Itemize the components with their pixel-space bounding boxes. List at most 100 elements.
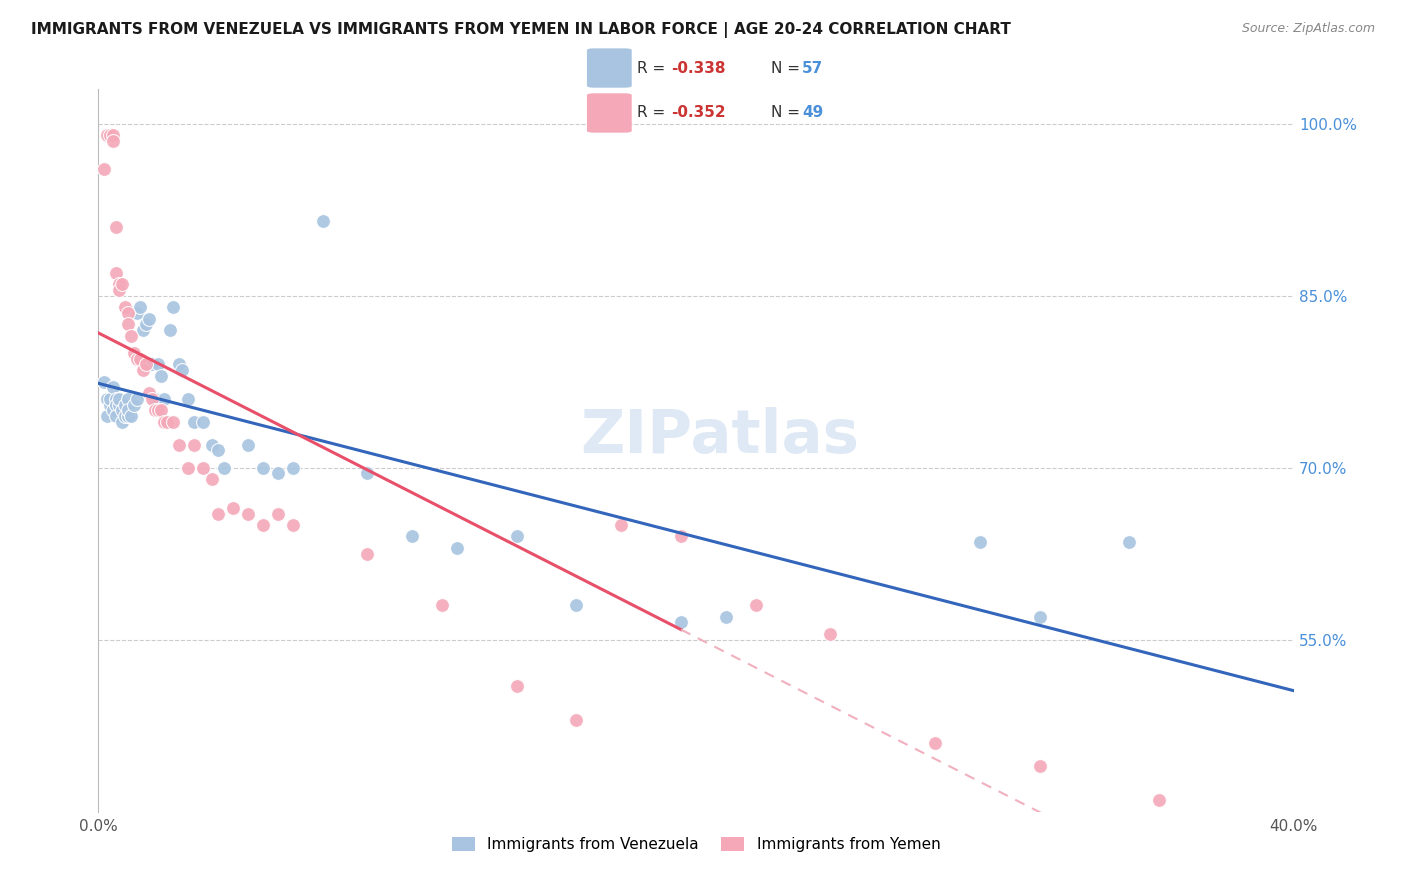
Text: 57: 57 bbox=[803, 61, 824, 76]
Point bbox=[117, 318, 139, 332]
Point bbox=[924, 736, 946, 750]
Point bbox=[1147, 793, 1170, 807]
Point bbox=[138, 386, 160, 401]
Point bbox=[565, 599, 588, 613]
Point bbox=[108, 277, 131, 292]
Point bbox=[311, 214, 333, 228]
Point bbox=[212, 460, 235, 475]
Point bbox=[111, 403, 134, 417]
Text: R =: R = bbox=[637, 61, 671, 76]
Point bbox=[172, 363, 194, 377]
Point bbox=[127, 351, 149, 366]
Point bbox=[252, 518, 274, 533]
Point bbox=[117, 392, 139, 406]
Text: N =: N = bbox=[772, 61, 806, 76]
Point bbox=[207, 507, 229, 521]
FancyBboxPatch shape bbox=[586, 48, 631, 87]
Point bbox=[167, 358, 190, 372]
Point bbox=[610, 518, 633, 533]
Point bbox=[143, 403, 166, 417]
Point bbox=[356, 467, 378, 481]
Point bbox=[129, 351, 152, 366]
Point bbox=[191, 415, 214, 429]
Point bbox=[135, 358, 157, 372]
Point bbox=[281, 518, 304, 533]
Point bbox=[129, 300, 152, 314]
Point bbox=[114, 398, 136, 412]
Point bbox=[267, 507, 290, 521]
Point bbox=[969, 535, 991, 549]
Point bbox=[111, 277, 134, 292]
Point bbox=[222, 500, 245, 515]
Text: ZIPatlas: ZIPatlas bbox=[581, 407, 859, 466]
Point bbox=[103, 128, 125, 142]
Point bbox=[565, 713, 588, 727]
Point bbox=[201, 438, 224, 452]
Legend: Immigrants from Venezuela, Immigrants from Yemen: Immigrants from Venezuela, Immigrants fr… bbox=[446, 830, 946, 858]
Point bbox=[745, 599, 768, 613]
Point bbox=[430, 599, 453, 613]
Point bbox=[820, 627, 842, 641]
Point bbox=[401, 529, 423, 543]
Point bbox=[236, 438, 259, 452]
Point bbox=[162, 300, 184, 314]
Point bbox=[108, 398, 131, 412]
Point bbox=[93, 162, 115, 177]
Point bbox=[120, 409, 142, 423]
Point bbox=[105, 392, 128, 406]
Point bbox=[252, 460, 274, 475]
Point bbox=[108, 392, 131, 406]
Point bbox=[162, 415, 184, 429]
Point bbox=[120, 328, 142, 343]
Text: IMMIGRANTS FROM VENEZUELA VS IMMIGRANTS FROM YEMEN IN LABOR FORCE | AGE 20-24 CO: IMMIGRANTS FROM VENEZUELA VS IMMIGRANTS … bbox=[31, 22, 1011, 38]
Point bbox=[103, 134, 125, 148]
Text: N =: N = bbox=[772, 104, 806, 120]
Point bbox=[153, 415, 176, 429]
Point bbox=[105, 266, 128, 280]
Point bbox=[98, 398, 122, 412]
Point bbox=[156, 415, 179, 429]
Point bbox=[103, 380, 125, 394]
Point bbox=[183, 438, 205, 452]
Point bbox=[150, 403, 173, 417]
Point bbox=[117, 306, 139, 320]
Point bbox=[356, 547, 378, 561]
Text: -0.352: -0.352 bbox=[671, 104, 725, 120]
Point bbox=[177, 392, 200, 406]
Point bbox=[117, 403, 139, 417]
Point bbox=[143, 392, 166, 406]
Text: -0.338: -0.338 bbox=[671, 61, 725, 76]
Point bbox=[669, 615, 692, 630]
Point bbox=[714, 609, 737, 624]
Point bbox=[281, 460, 304, 475]
Point bbox=[150, 368, 173, 383]
Point bbox=[167, 438, 190, 452]
Point bbox=[236, 507, 259, 521]
Point bbox=[124, 346, 146, 360]
Point bbox=[127, 392, 149, 406]
Point bbox=[207, 443, 229, 458]
Point bbox=[148, 358, 170, 372]
Point bbox=[135, 318, 157, 332]
Point bbox=[98, 392, 122, 406]
Text: R =: R = bbox=[637, 104, 671, 120]
Point bbox=[1118, 535, 1140, 549]
Point bbox=[108, 283, 131, 297]
Point bbox=[506, 679, 529, 693]
Point bbox=[141, 358, 163, 372]
Text: Source: ZipAtlas.com: Source: ZipAtlas.com bbox=[1241, 22, 1375, 36]
Point bbox=[132, 323, 155, 337]
Point bbox=[111, 415, 134, 429]
Point bbox=[93, 375, 115, 389]
Point bbox=[446, 541, 468, 555]
FancyBboxPatch shape bbox=[586, 94, 631, 133]
Point bbox=[1028, 609, 1050, 624]
Point bbox=[105, 409, 128, 423]
Point bbox=[96, 392, 118, 406]
Point bbox=[506, 529, 529, 543]
Point bbox=[141, 392, 163, 406]
Point bbox=[105, 219, 128, 234]
Point bbox=[159, 323, 181, 337]
Point bbox=[1028, 759, 1050, 773]
Point bbox=[201, 472, 224, 486]
